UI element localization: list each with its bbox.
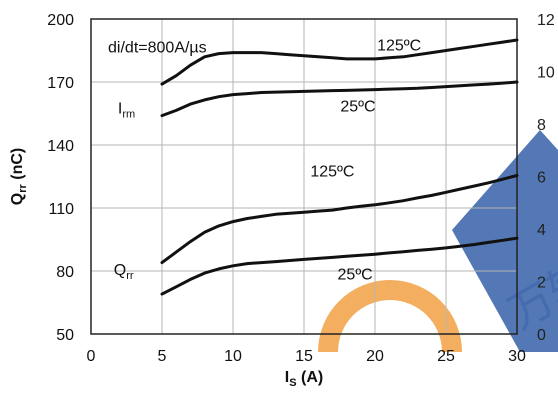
y2-tick-label: 4 — [537, 222, 546, 239]
y-axis-label: Qrr (nC) — [9, 148, 29, 205]
series-line-1 — [160, 80, 519, 118]
y2-tick-label: 0 — [537, 327, 546, 344]
y-tick-label: 50 — [56, 327, 74, 344]
group-label-0: Irm — [118, 101, 135, 121]
x-tick-label: 25 — [437, 348, 455, 365]
y-tick-label: 140 — [47, 138, 74, 155]
series-layer — [160, 38, 519, 296]
x-axis-label: IS (A) — [285, 369, 323, 389]
labels-layer: 125ºC 25ºC 125ºC 25ºC di/dt=800A/µs Irm Qrr — [108, 38, 421, 284]
x-tick-label: 10 — [224, 348, 242, 365]
series-line-2 — [160, 174, 519, 265]
series-label-1: 25ºC — [340, 98, 375, 115]
y-tick-label: 110 — [48, 201, 74, 218]
condition-label: di/dt=800A/µs — [108, 40, 207, 57]
grid — [90, 18, 518, 335]
x-tick-label: 0 — [87, 348, 96, 365]
group-label-1: Qrr — [114, 262, 134, 282]
series-line-3 — [160, 236, 519, 296]
y-tick-label: 80 — [56, 264, 74, 281]
x-tick-label: 15 — [295, 348, 313, 365]
y-tick-label: 200 — [47, 12, 74, 29]
y2-tick-label: 2 — [537, 275, 546, 292]
series-line-0 — [160, 38, 519, 86]
x-tick-label: 20 — [366, 348, 384, 365]
y-tick-label: 170 — [47, 75, 74, 92]
y2-tick-label: 8 — [537, 117, 546, 134]
series-label-0: 125ºC — [377, 38, 421, 55]
y2-tick-label: 10 — [537, 65, 555, 82]
axes: 0 5 10 15 20 25 30 50 80 110 140 170 200 0 2 4 6 8 10 12 IS … — [9, 12, 555, 389]
series-label-2: 125ºC — [310, 164, 354, 181]
y2-tick-label: 12 — [537, 12, 555, 29]
x-tick-label: 5 — [158, 348, 167, 365]
series-label-3: 25ºC — [338, 266, 373, 283]
y2-tick-label: 6 — [537, 170, 546, 187]
x-tick-label: 30 — [508, 348, 526, 365]
